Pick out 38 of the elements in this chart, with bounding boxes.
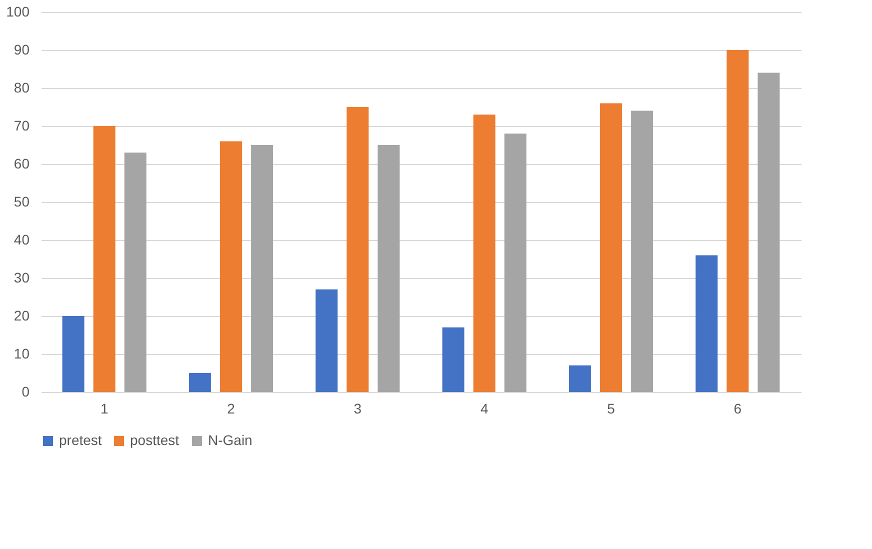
bar [220, 141, 242, 392]
bar [346, 107, 369, 392]
x-tick-label: 3 [354, 400, 362, 416]
x-tick-label: 4 [480, 400, 488, 416]
x-tick-label: 6 [734, 400, 742, 416]
y-tick-label: 90 [14, 42, 30, 58]
bar [93, 126, 116, 392]
bar [473, 114, 496, 392]
y-tick-label: 100 [6, 4, 30, 20]
y-tick-label: 50 [14, 194, 30, 210]
x-tick-label: 2 [227, 400, 236, 416]
y-tick-label: 60 [14, 156, 30, 172]
y-tick-label: 80 [14, 80, 30, 96]
y-tick-label: 10 [14, 346, 30, 362]
x-tick-label: 5 [607, 400, 616, 416]
bar [504, 134, 526, 392]
legend-label: pretest [59, 432, 102, 448]
legend-label: N-Gain [208, 432, 252, 448]
bar [631, 110, 654, 392]
legend-label: posttest [130, 432, 180, 448]
bar [188, 373, 211, 392]
y-tick-label: 40 [14, 232, 30, 248]
bar [251, 145, 274, 392]
y-tick-label: 30 [14, 270, 30, 286]
y-tick-label: 0 [22, 384, 30, 400]
bar [316, 289, 338, 392]
bar [378, 145, 400, 392]
y-tick-label: 20 [14, 308, 30, 324]
y-tick-label: 70 [14, 118, 30, 134]
bar [62, 316, 84, 392]
bar [696, 255, 718, 392]
x-tick-label: 1 [100, 400, 108, 416]
bar [442, 327, 464, 392]
bar [124, 152, 146, 392]
bar [568, 365, 591, 392]
bar [726, 50, 749, 392]
bar [758, 72, 780, 392]
bar [600, 103, 622, 392]
